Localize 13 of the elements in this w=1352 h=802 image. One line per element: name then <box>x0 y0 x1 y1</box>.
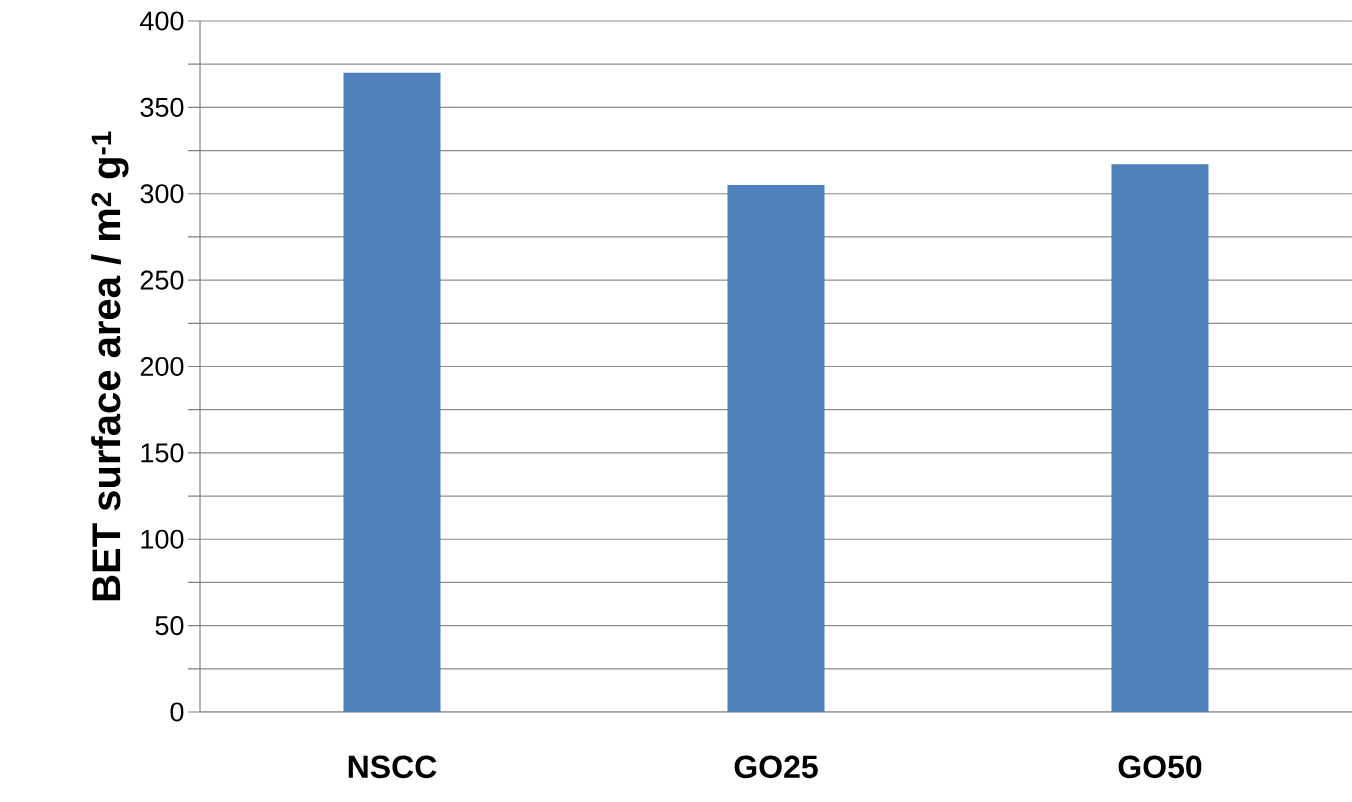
y-tick-label: 350 <box>140 97 184 117</box>
y-tick-label: 200 <box>140 356 184 377</box>
y-tick-label: 0 <box>170 702 184 722</box>
x-tick-label: GO25 <box>734 755 818 779</box>
y-tick-label: 50 <box>155 616 184 636</box>
y-axis-title: BET surface area / m$^{2}$ g$^{-1}$ <box>91 131 129 601</box>
y-tick-label: 150 <box>141 443 184 463</box>
y-tick-label: 250 <box>140 270 184 290</box>
x-tick-label: NSCC <box>348 755 437 779</box>
y-tick-label: 300 <box>140 184 184 204</box>
y-tick-label: 100 <box>141 529 184 549</box>
y-tick-label: 400 <box>140 11 184 31</box>
x-tick-label: GO50 <box>1118 755 1202 779</box>
